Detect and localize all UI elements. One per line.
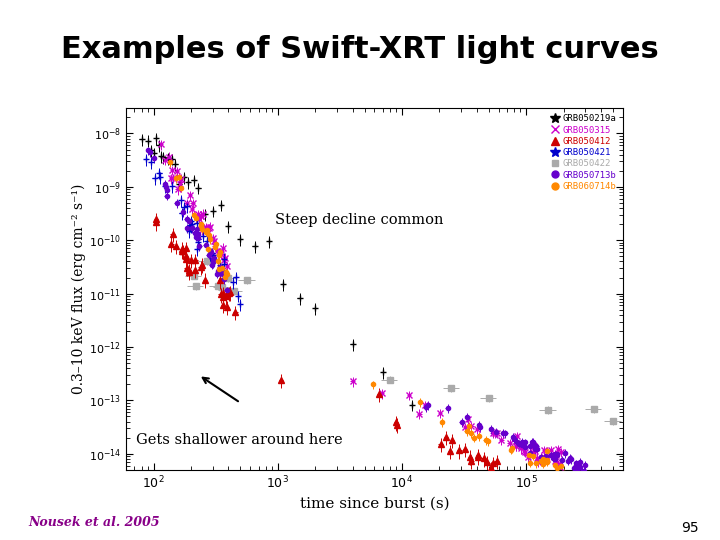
Y-axis label: 0.3–10 keV flux (erg cm⁻² s⁻¹): 0.3–10 keV flux (erg cm⁻² s⁻¹) bbox=[72, 184, 86, 394]
Text: 95: 95 bbox=[681, 521, 698, 535]
Text: Gets shallower around here: Gets shallower around here bbox=[136, 434, 343, 448]
X-axis label: time since burst (s): time since burst (s) bbox=[300, 497, 449, 511]
Text: Steep decline common: Steep decline common bbox=[275, 213, 444, 227]
Text: Examples of Swift-XRT light curves: Examples of Swift-XRT light curves bbox=[61, 35, 659, 64]
Text: Nousek et al. 2005: Nousek et al. 2005 bbox=[29, 516, 161, 530]
Legend: GRB050219a, GRB050315, GRB050412, GRB050421, GRB050422, GRB050713b, GRB060714b: GRB050219a, GRB050315, GRB050412, GRB050… bbox=[546, 111, 620, 194]
